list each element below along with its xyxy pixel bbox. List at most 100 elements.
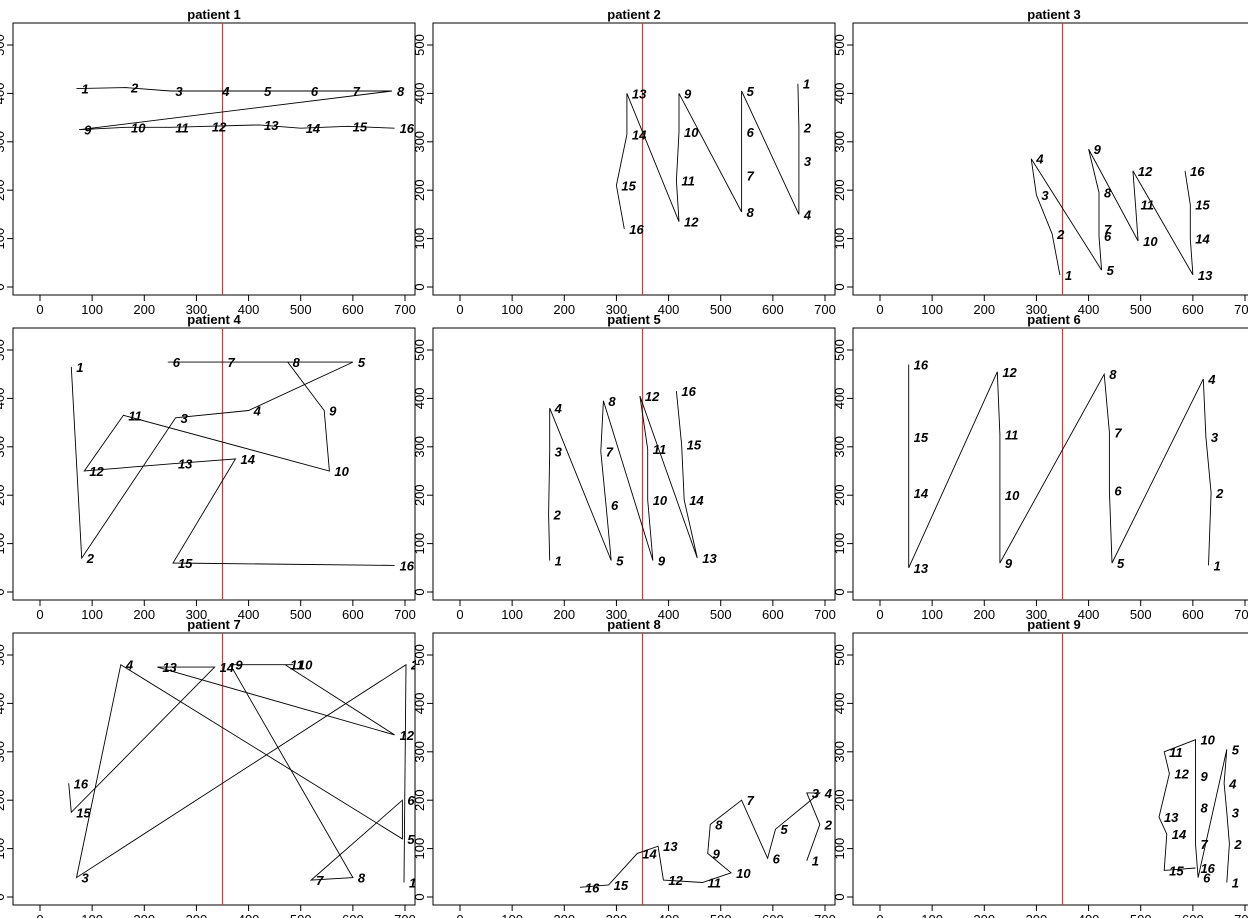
point-label: 13 [1198, 268, 1213, 283]
y-tick-label: 300 [412, 741, 427, 763]
trajectory-line [70, 361, 395, 566]
x-tick-label: 400 [1078, 912, 1100, 918]
x-tick-label: 700 [1234, 607, 1248, 622]
point-label: 7 [1114, 425, 1122, 440]
x-tick-label: 300 [186, 912, 208, 918]
point-label: 7 [606, 445, 614, 460]
point-label: 4 [253, 404, 262, 419]
y-tick-label: 100 [832, 838, 847, 860]
x-tick-label: 600 [342, 302, 364, 317]
point-label: 3 [804, 154, 812, 169]
point-label: 8 [293, 355, 301, 370]
y-tick-label: 100 [412, 838, 427, 860]
point-label: 15 [621, 178, 636, 193]
x-tick-label: 400 [658, 302, 680, 317]
plot-frame [12, 327, 416, 601]
y-tick-label: 0 [412, 283, 427, 290]
point-label: 7 [747, 793, 755, 808]
x-tick-label: 300 [186, 302, 208, 317]
trajectory-line [68, 663, 407, 883]
x-tick-label: 0 [36, 302, 43, 317]
x-tick-label: 700 [394, 302, 416, 317]
x-tick-label: 300 [606, 302, 628, 317]
chart-title: patient 3 [1027, 7, 1080, 22]
y-tick-label: 200 [832, 789, 847, 811]
x-tick-label: 600 [762, 302, 784, 317]
point-label: 14 [914, 486, 929, 501]
y-tick-label: 0 [832, 588, 847, 595]
y-tick-label: 100 [412, 228, 427, 250]
point-label: 6 [173, 355, 181, 370]
point-label: 7 [353, 84, 361, 99]
y-tick-label: 0 [0, 893, 7, 900]
x-tick-label: 400 [1078, 607, 1100, 622]
trajectory-line [615, 83, 800, 229]
x-tick-label: 500 [290, 607, 312, 622]
point-label: 11 [653, 442, 667, 457]
point-label: 10 [653, 493, 668, 508]
point-label: 3 [181, 411, 189, 426]
plot-frame [432, 22, 836, 296]
point-label: 2 [130, 81, 139, 96]
point-label: 7 [228, 355, 236, 370]
x-tick-label: 400 [238, 912, 260, 918]
x-tick-label: 100 [81, 607, 103, 622]
y-tick-label: 500 [412, 34, 427, 56]
point-label: 1 [812, 854, 819, 869]
chart-panel-1: patient 1 0 100 200 300 400 500 600 700 0 100 200 30… [0, 7, 416, 317]
x-tick-label: 700 [394, 912, 416, 918]
x-tick-label: 200 [133, 302, 155, 317]
y-tick-label: 0 [0, 588, 7, 595]
point-label: 2 [1056, 227, 1065, 242]
chart-title: patient 7 [187, 617, 240, 632]
point-label: 12 [1174, 767, 1189, 782]
y-tick-label: 500 [412, 339, 427, 361]
x-tick-label: 100 [921, 302, 943, 317]
point-label: 13 [1164, 810, 1179, 825]
point-label: 13 [663, 839, 678, 854]
point-label: 14 [1172, 827, 1187, 842]
y-tick-label: 500 [832, 644, 847, 666]
point-label: 15 [1169, 863, 1184, 878]
point-label: 16 [681, 384, 696, 399]
point-label: 16 [585, 880, 600, 895]
y-tick-label: 500 [832, 339, 847, 361]
point-label: 11 [707, 875, 721, 890]
point-label: 9 [713, 846, 721, 861]
y-tick-label: 500 [412, 644, 427, 666]
y-tick-label: 400 [0, 83, 7, 105]
y-tick-label: 500 [832, 34, 847, 56]
point-label: 16 [1190, 164, 1205, 179]
point-label: 1 [555, 554, 562, 569]
x-tick-label: 200 [553, 912, 575, 918]
x-tick-label: 200 [133, 607, 155, 622]
chart-panel-7: patient 7 0 100 200 300 400 500 600 700 0 100 200 30… [0, 617, 419, 918]
point-label: 15 [687, 437, 702, 452]
plot-frame [12, 22, 416, 296]
x-tick-label: 300 [606, 607, 628, 622]
y-tick-label: 300 [0, 131, 7, 153]
point-label: 8 [1104, 186, 1112, 201]
x-tick-label: 0 [36, 607, 43, 622]
y-tick-label: 300 [412, 436, 427, 458]
point-label: 2 [410, 658, 419, 673]
point-label: 12 [1138, 164, 1153, 179]
point-label: 3 [82, 871, 90, 886]
point-label: 16 [74, 776, 89, 791]
point-label: 3 [1041, 188, 1049, 203]
point-label: 6 [747, 125, 755, 140]
point-label: 10 [334, 464, 349, 479]
y-tick-label: 300 [0, 436, 7, 458]
point-label: 5 [747, 84, 755, 99]
point-label: 10 [1143, 234, 1158, 249]
x-tick-label: 500 [290, 912, 312, 918]
point-label: 5 [780, 822, 788, 837]
x-tick-label: 700 [394, 607, 416, 622]
point-label: 2 [553, 508, 562, 523]
point-label: 13 [914, 561, 929, 576]
point-label: 6 [311, 84, 319, 99]
point-label: 11 [681, 174, 695, 189]
x-tick-label: 0 [36, 912, 43, 918]
